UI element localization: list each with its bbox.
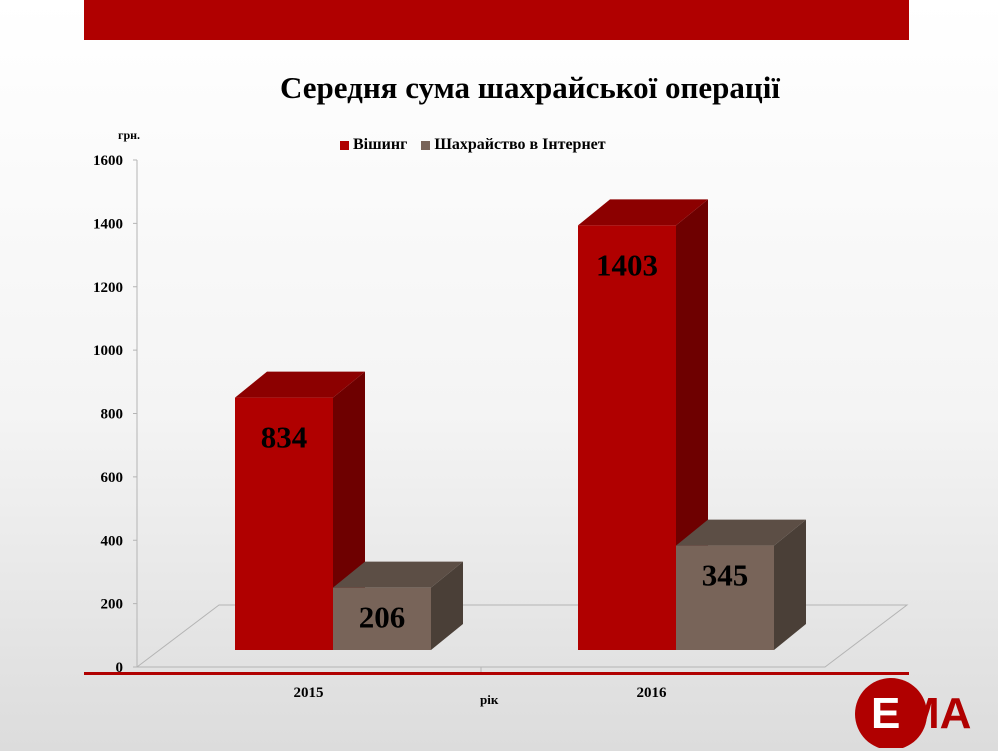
logo-circle [855, 678, 927, 748]
y-tick-label: 1400 [93, 216, 123, 232]
x-tick-label: 2016 [637, 685, 668, 701]
legend-label-internet-fraud: Шахрайство в Інтернет [434, 136, 606, 153]
y-axis-unit-label: грн. [118, 128, 141, 142]
data-label: 1403 [596, 247, 658, 282]
x-tick-label: 2015 [294, 685, 324, 701]
bar-front [676, 545, 774, 650]
axes: 0 200 400 600 800 1000 1200 1400 1600 [93, 153, 909, 676]
data-label: 206 [359, 600, 406, 635]
bar-side-face [774, 519, 806, 650]
bar-front [578, 225, 676, 650]
legend: Вішинг Шахрайство в Інтернет [340, 136, 620, 154]
legend-swatch-vishing [340, 140, 349, 150]
bar-front [333, 587, 431, 650]
chart-title: Середня сума шахрайської операції [280, 70, 780, 105]
bar-top-face [578, 199, 708, 226]
y-tick-label: 800 [101, 407, 124, 423]
logo-letter-e: Е [871, 689, 900, 738]
data-label: 834 [261, 420, 308, 455]
bar-front [235, 397, 333, 650]
legend-swatch-internet-fraud [421, 140, 431, 150]
ema-logo: Е МА [855, 678, 971, 748]
data-label: 345 [702, 558, 749, 593]
legend-item-vishing: Вішинг [340, 136, 407, 154]
x-axis-label: рік [480, 692, 499, 707]
y-tick-label: 1200 [93, 280, 123, 296]
top-banner [84, 0, 909, 40]
legend-label-vishing: Вішинг [353, 136, 408, 153]
bar-side-face [431, 561, 463, 650]
bar-top-face [676, 519, 806, 546]
y-tick-label: 600 [101, 470, 124, 486]
y-tick-label: 400 [101, 533, 124, 549]
y-tick-label: 200 [101, 597, 124, 613]
bars: 834 206 2015 1403 345 2016 [235, 199, 806, 701]
y-tick-label: 1000 [93, 343, 123, 359]
y-tick-label: 1600 [93, 153, 123, 169]
bottom-divider [84, 672, 909, 675]
legend-item-internet-fraud: Шахрайство в Інтернет [421, 136, 606, 154]
bar-top-face [333, 561, 463, 588]
bar-top-face [235, 371, 365, 398]
y-tick-label: 0 [116, 660, 124, 676]
logo-letters-ma: МА [903, 689, 971, 738]
